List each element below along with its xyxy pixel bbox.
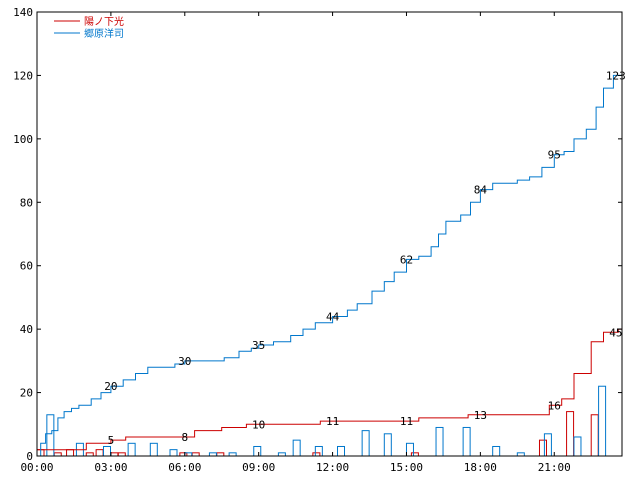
y-tick-label: 40 — [20, 323, 33, 336]
bar-series-2 — [314, 445, 323, 457]
y-tick-label: 20 — [20, 387, 33, 400]
data-label-series-1: 8 — [181, 431, 188, 444]
bar-series-2 — [573, 436, 582, 457]
data-label-series-2: 95 — [548, 149, 561, 162]
data-label-series-1: 11 — [400, 415, 413, 428]
line-series-1 — [37, 313, 623, 451]
bar-series-2 — [462, 426, 471, 457]
bar-series-2 — [149, 442, 158, 457]
bar-series-2 — [337, 445, 346, 457]
bar-series-2 — [383, 433, 392, 457]
lines-layer — [37, 65, 623, 457]
data-label-series-1: 13 — [474, 409, 487, 422]
data-label-series-1: 10 — [252, 418, 265, 431]
bar-series-2 — [435, 426, 444, 457]
data-label-series-2: 30 — [178, 355, 191, 368]
plot-frame — [36, 11, 623, 457]
data-label-series-2: 35 — [252, 339, 265, 352]
data-label-series-2: 123 — [606, 69, 626, 82]
y-tick-label: 80 — [20, 196, 33, 209]
x-tick-label: 15:00 — [390, 461, 423, 474]
data-label-series-1: 16 — [548, 399, 561, 412]
data-label-series-1: 11 — [326, 415, 339, 428]
data-label-series-2: 44 — [326, 310, 340, 323]
legend-label-series-2: 郷原洋司 — [84, 27, 124, 40]
bar-series-2 — [492, 445, 501, 457]
axes-layer: 0 20 40 60 80 100 120 140 00:00 03:00 06:00 09:00 12… — [13, 6, 622, 474]
y-tick-label: 0 — [26, 450, 33, 463]
x-tick-label: 09:00 — [242, 461, 275, 474]
bar-series-2 — [405, 442, 414, 457]
y-tick-label: 140 — [13, 6, 33, 19]
data-label-series-1: 5 — [108, 434, 115, 447]
bar-series-2 — [361, 430, 370, 457]
x-tick-label: 18:00 — [464, 461, 497, 474]
legend: 陽ノ下光 郷原洋司 — [54, 15, 124, 40]
bar-series-2 — [127, 442, 136, 457]
data-label-series-1: 45 — [609, 326, 622, 339]
y-tick-label: 120 — [13, 69, 33, 82]
labels-layer: 5 8 10 11 11 13 16 45 20 30 35 44 62 84 95 123 — [104, 69, 626, 447]
x-tick-label: 21:00 — [538, 461, 571, 474]
data-label-series-2: 84 — [474, 184, 488, 197]
bar-series-2 — [169, 449, 178, 457]
x-tick-label: 03:00 — [94, 461, 127, 474]
x-tick-label: 12:00 — [316, 461, 349, 474]
y-tick-label: 100 — [13, 133, 33, 146]
bar-series-2 — [253, 445, 262, 457]
bar-series-2 — [292, 439, 301, 457]
bar-series-2 — [103, 445, 112, 457]
bar-series-1 — [590, 414, 599, 457]
data-label-series-2: 20 — [104, 380, 117, 393]
data-label-series-2: 62 — [400, 253, 413, 266]
y-tick-label: 60 — [20, 260, 33, 273]
legend-label-series-1: 陽ノ下光 — [84, 15, 124, 28]
bar-series-1 — [566, 411, 575, 457]
x-tick-label: 00:00 — [20, 461, 53, 474]
bar-series-2 — [598, 385, 607, 457]
bar-series-1 — [538, 439, 547, 457]
bar-series-1 — [66, 449, 75, 457]
bar-series-1 — [95, 449, 104, 457]
bar-series-2 — [543, 433, 552, 457]
x-tick-label: 06:00 — [168, 461, 201, 474]
line-series-2 — [37, 65, 623, 457]
